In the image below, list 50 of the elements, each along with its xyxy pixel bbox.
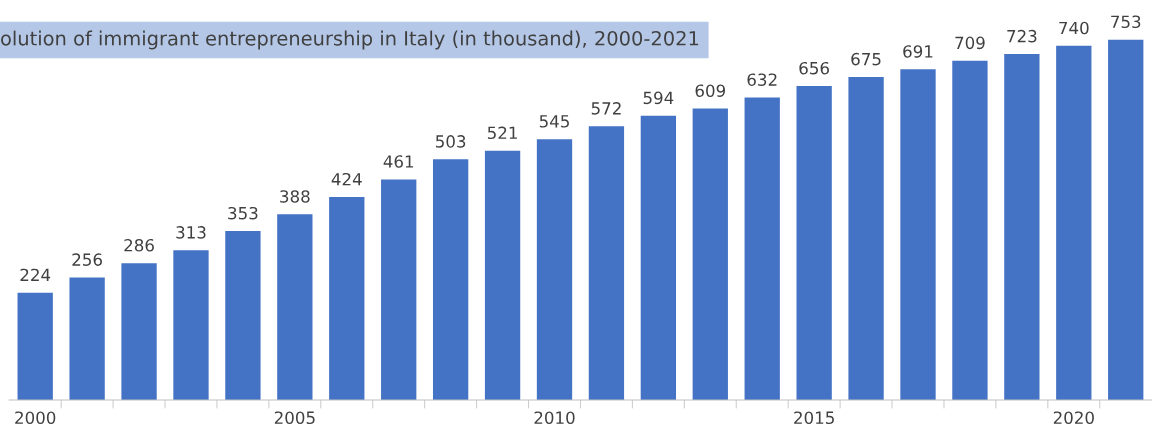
bar xyxy=(536,139,573,400)
data-label: 656 xyxy=(799,61,829,75)
data-label: 709 xyxy=(955,36,985,50)
bar xyxy=(1004,54,1040,400)
data-label: 256 xyxy=(72,253,102,266)
data-label: 313 xyxy=(176,226,206,239)
x-tick-label: 2020 xyxy=(1053,411,1094,425)
data-label: 545 xyxy=(539,115,569,128)
bar xyxy=(484,150,521,400)
data-label: 594 xyxy=(643,91,674,105)
data-label: 609 xyxy=(695,84,726,97)
x-tick-label: 2015 xyxy=(794,411,834,425)
bar xyxy=(277,214,313,400)
bar xyxy=(744,97,780,400)
x-tick-label: 2000 xyxy=(15,411,56,425)
bar xyxy=(952,60,988,400)
bar xyxy=(17,292,53,400)
bar xyxy=(121,263,157,400)
data-label: 224 xyxy=(20,268,51,281)
bar xyxy=(69,277,105,400)
data-label: 286 xyxy=(124,238,154,252)
data-label: 353 xyxy=(228,206,258,220)
x-tick-label: 2010 xyxy=(534,411,575,425)
bar xyxy=(692,108,728,400)
bar xyxy=(900,69,936,400)
data-label: 572 xyxy=(591,102,621,115)
data-label: 461 xyxy=(383,155,414,168)
bar xyxy=(796,86,832,400)
bar xyxy=(173,250,209,400)
data-label: 521 xyxy=(487,126,517,140)
chart-title: olution of immigrant entrepreneurship in Italy (in thousand), 2000-2021 xyxy=(1,30,699,50)
x-tick-label: 2005 xyxy=(274,411,315,425)
data-label: 388 xyxy=(280,190,310,203)
data-label: 723 xyxy=(1007,29,1037,43)
data-label: 740 xyxy=(1059,21,1089,35)
bar xyxy=(588,126,625,400)
data-label: 424 xyxy=(331,172,362,186)
bar xyxy=(640,115,677,400)
data-label: 753 xyxy=(1111,15,1141,29)
data-label: 632 xyxy=(747,73,777,86)
data-label: 503 xyxy=(436,135,466,148)
bar xyxy=(432,159,469,400)
bar xyxy=(329,197,365,400)
bar xyxy=(848,76,884,400)
bar xyxy=(1108,39,1144,400)
bar xyxy=(225,231,261,400)
data-label: 675 xyxy=(851,52,881,66)
data-label: 691 xyxy=(903,45,933,58)
bar xyxy=(1056,45,1092,400)
bar xyxy=(381,179,417,400)
